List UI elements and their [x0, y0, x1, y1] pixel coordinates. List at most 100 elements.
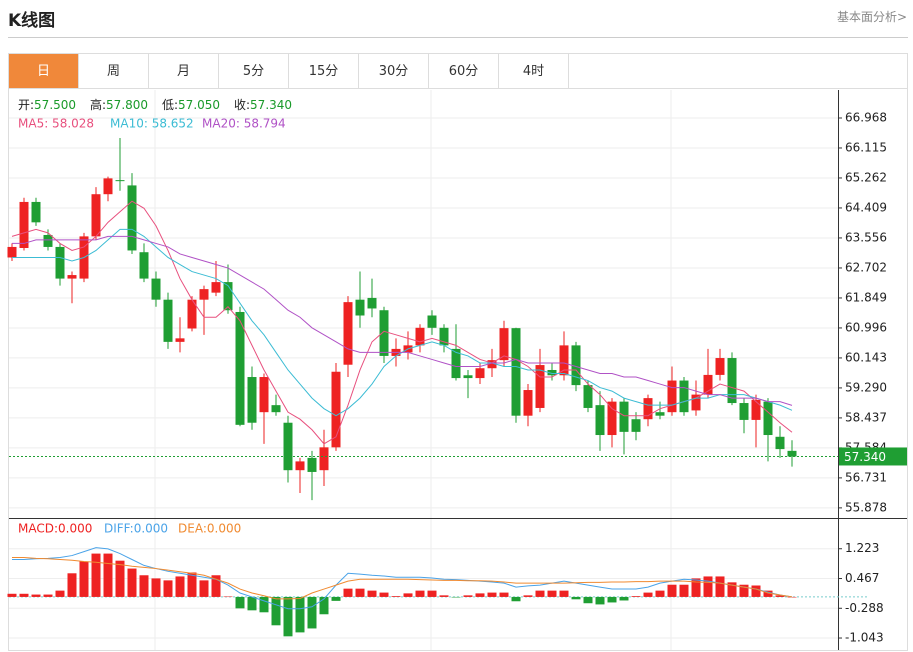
- candle-body: [703, 374, 713, 395]
- period-tab[interactable]: 60分: [429, 54, 499, 89]
- macd-bar: [163, 580, 173, 597]
- macd-bar: [451, 596, 461, 598]
- candle-body: [367, 297, 377, 309]
- page-title: K线图: [8, 11, 56, 31]
- macd-bar: [787, 596, 797, 598]
- macd-bar: [655, 590, 665, 597]
- macd-bar: [7, 593, 17, 597]
- period-tab[interactable]: 4时: [499, 54, 569, 89]
- macd-bar: [31, 594, 41, 597]
- macd-bar: [211, 575, 221, 597]
- macd-bar: [703, 576, 713, 597]
- candle-body: [727, 358, 737, 404]
- quote-label: 低:: [162, 98, 178, 112]
- macd-bar: [67, 573, 77, 597]
- macd-bar: [511, 596, 521, 602]
- divider: [8, 37, 908, 38]
- macd-bar: [295, 596, 305, 633]
- macd-legend: DIFF:0.000: [104, 522, 168, 536]
- candle-body: [211, 282, 221, 293]
- macd-bar: [379, 592, 389, 597]
- macd-bar: [751, 585, 761, 597]
- last-price-label: 57.340: [844, 450, 886, 464]
- y-tick-label: 59.290: [845, 380, 887, 394]
- candle-body: [595, 405, 605, 436]
- macd-bar: [583, 596, 593, 604]
- candle-body: [235, 311, 245, 425]
- candle-body: [667, 380, 677, 413]
- last-price-box: [839, 447, 907, 466]
- y-tick-label: 65.262: [845, 170, 887, 184]
- macd-bar: [151, 578, 161, 597]
- ma-line: [12, 235, 793, 406]
- macd-bar: [415, 590, 425, 597]
- candle-body: [523, 390, 533, 416]
- candle-body: [247, 377, 257, 423]
- y-tick-label: 62.702: [845, 260, 887, 274]
- quote-value: 57.050: [178, 98, 220, 112]
- y-tick-label: 1.223: [845, 541, 879, 555]
- macd-bar: [595, 596, 605, 605]
- macd-bar: [247, 596, 257, 611]
- y-tick-label: 58.437: [845, 410, 887, 424]
- candle-body: [715, 358, 725, 375]
- candle-body: [91, 194, 101, 237]
- macd-bar: [559, 590, 569, 597]
- macd-bar: [319, 596, 329, 615]
- y-tick-label: 61.849: [845, 290, 887, 304]
- candle-body: [439, 327, 449, 346]
- macd-bar: [499, 592, 509, 597]
- period-tabs: 日周月 5分 15分 30分 60分 4时: [8, 53, 908, 89]
- candle-body: [379, 310, 389, 356]
- candle-body: [451, 348, 461, 379]
- macd-bar: [715, 576, 725, 597]
- macd-bar: [307, 596, 317, 629]
- candle-body: [139, 252, 149, 279]
- macd-bar: [175, 576, 185, 597]
- macd-bar: [679, 584, 689, 597]
- macd-bar: [283, 596, 293, 637]
- candle-body: [559, 345, 569, 376]
- period-tab[interactable]: 周: [79, 54, 149, 89]
- y-tick-label: 0.467: [845, 571, 879, 585]
- candle-body: [487, 360, 497, 369]
- candle-body: [655, 412, 665, 416]
- ma-line: [11, 200, 793, 445]
- candle-body: [463, 375, 473, 379]
- candle-body: [259, 377, 269, 413]
- period-tab[interactable]: 5分: [219, 54, 289, 89]
- macd-bar: [775, 595, 785, 597]
- period-tab[interactable]: 月: [149, 54, 219, 89]
- macd-bar: [391, 596, 401, 597]
- quote-item: 收:57.340: [234, 98, 292, 112]
- macd-legend: DEA:0.000: [178, 522, 241, 536]
- candle-body: [127, 185, 137, 251]
- candle-body: [499, 328, 509, 361]
- macd-bar: [259, 596, 269, 613]
- diff-line: [12, 547, 793, 610]
- candle-body: [43, 234, 53, 247]
- period-tab[interactable]: 日: [9, 54, 79, 89]
- candle-body: [55, 246, 65, 279]
- quote-item: 高:57.800: [90, 97, 148, 112]
- macd-bar: [487, 592, 497, 597]
- macd-bar: [79, 561, 89, 597]
- macd-bar: [643, 592, 653, 597]
- macd-bar: [235, 596, 245, 609]
- macd-bar: [271, 596, 281, 626]
- candle-body: [763, 401, 773, 436]
- fundamental-link[interactable]: 基本面分析>: [836, 10, 907, 24]
- macd-bar: [19, 593, 29, 597]
- macd-bar: [355, 588, 365, 597]
- period-tab[interactable]: 30分: [359, 54, 429, 89]
- quote-item: 低:57.050: [162, 98, 220, 112]
- macd-bar: [127, 568, 137, 597]
- period-tab[interactable]: 15分: [289, 54, 359, 89]
- candle-body: [343, 302, 353, 365]
- y-tick-label: -1.043: [845, 631, 884, 645]
- candle-body: [19, 201, 29, 248]
- macd-bar: [667, 584, 677, 597]
- macd-bar: [607, 596, 617, 603]
- macd-bar: [367, 590, 377, 597]
- macd-bar: [115, 560, 125, 597]
